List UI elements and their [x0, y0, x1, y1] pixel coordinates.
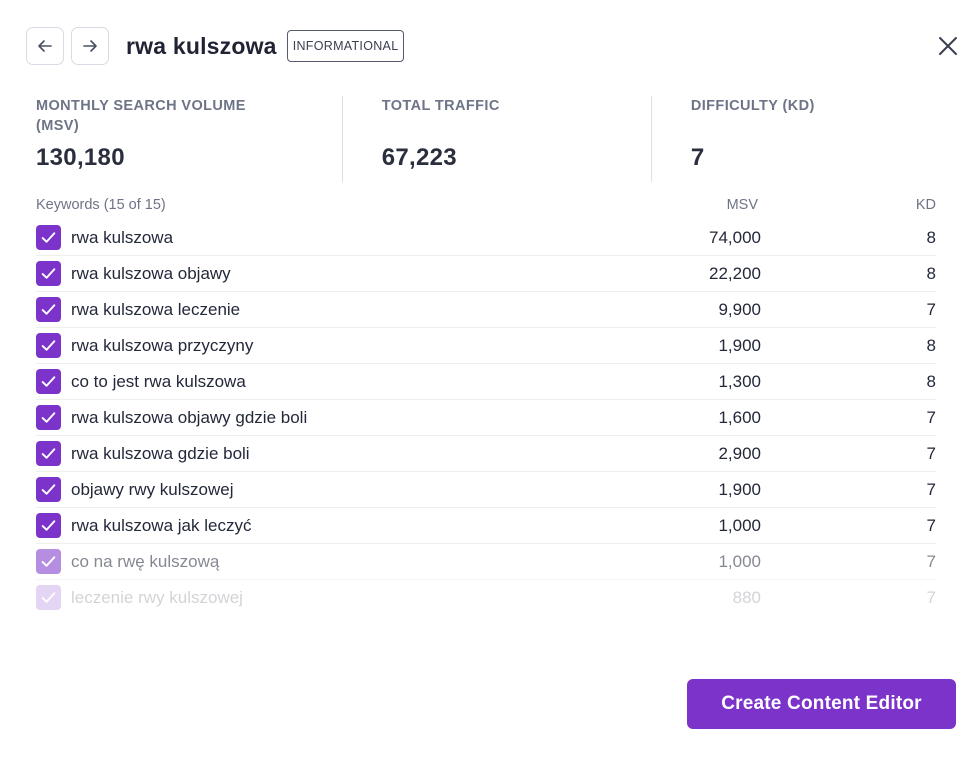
- row-checkbox[interactable]: [36, 297, 61, 322]
- table-row[interactable]: co na rwę kulszową 1,000 7: [36, 544, 936, 580]
- table-row[interactable]: rwa kulszowa przyczyny 1,900 8: [36, 328, 936, 364]
- create-content-editor-button[interactable]: Create Content Editor: [687, 679, 956, 729]
- panel-header: rwa kulszowa INFORMATIONAL: [26, 26, 960, 66]
- keyword-kd: 8: [926, 264, 936, 283]
- keyword-msv: 1,900: [718, 480, 761, 499]
- keywords-count: Keywords (15 of 15): [36, 197, 166, 213]
- stat-traffic-value: 67,223: [381, 144, 457, 171]
- keyword-kd: 8: [926, 336, 936, 355]
- close-icon: [939, 37, 957, 55]
- table-row[interactable]: rwa kulszowa jak leczyć 1,000 7: [36, 508, 936, 544]
- check-icon: [41, 232, 56, 243]
- close-button[interactable]: [936, 34, 960, 58]
- keyword-text: leczenie rwy kulszowej: [71, 588, 243, 607]
- keyword-msv: 1,000: [718, 516, 761, 535]
- check-icon: [41, 412, 56, 423]
- keyword-kd: 7: [926, 408, 936, 427]
- row-checkbox[interactable]: [36, 405, 61, 430]
- keyword-msv: 1,900: [718, 336, 761, 355]
- stat-msv: MONTHLY SEARCH VOLUME (MSV) 130,180: [36, 96, 342, 182]
- check-icon: [41, 340, 56, 351]
- kd-column-header[interactable]: KD: [915, 197, 936, 213]
- stat-msv-value: 130,180: [36, 144, 125, 171]
- keyword-text: rwa kulszowa jak leczyć: [71, 516, 252, 535]
- intent-badge: INFORMATIONAL: [286, 30, 405, 62]
- keyword-msv: 880: [732, 588, 761, 607]
- table-row[interactable]: objawy rwy kulszowej 1,900 7: [36, 472, 936, 508]
- row-checkbox[interactable]: [36, 261, 61, 286]
- keywords-table: Keywords (15 of 15) MSV KD rwa kulszowa …: [36, 196, 936, 614]
- stat-difficulty: DIFFICULTY (KD) 7: [650, 96, 960, 182]
- table-row[interactable]: rwa kulszowa leczenie 9,900 7: [36, 292, 936, 328]
- check-icon: [41, 556, 56, 567]
- back-button[interactable]: [26, 27, 64, 65]
- table-row[interactable]: leczenie rwy kulszowej 880 7: [36, 580, 936, 614]
- keyword-kd: 7: [926, 516, 936, 535]
- table-header: Keywords (15 of 15) MSV KD: [36, 196, 936, 220]
- keyword-kd: 7: [926, 480, 936, 499]
- msv-column-header[interactable]: MSV: [726, 197, 758, 213]
- row-checkbox[interactable]: [36, 585, 61, 610]
- keyword-kd: 7: [926, 588, 936, 607]
- keyword-msv: 74,000: [709, 228, 761, 247]
- check-icon: [41, 376, 56, 387]
- arrow-left-icon: [38, 40, 52, 52]
- row-checkbox[interactable]: [36, 441, 61, 466]
- page-title: rwa kulszowa: [126, 32, 277, 59]
- table-row[interactable]: rwa kulszowa objawy gdzie boli 1,600 7: [36, 400, 936, 436]
- keyword-kd: 8: [926, 228, 936, 247]
- row-checkbox[interactable]: [36, 513, 61, 538]
- keyword-msv: 2,900: [718, 444, 761, 463]
- forward-button[interactable]: [71, 27, 109, 65]
- keyword-msv: 1,000: [718, 552, 761, 571]
- stat-difficulty-value: 7: [690, 144, 705, 171]
- stats-summary: MONTHLY SEARCH VOLUME (MSV) 130,180 TOTA…: [36, 96, 960, 182]
- keyword-text: objawy rwy kulszowej: [71, 480, 234, 499]
- row-checkbox[interactable]: [36, 333, 61, 358]
- keyword-text: co na rwę kulszową: [71, 552, 220, 571]
- keyword-text: rwa kulszowa leczenie: [71, 300, 241, 319]
- keyword-kd: 7: [926, 552, 936, 571]
- table-row[interactable]: rwa kulszowa 74,000 8: [36, 220, 936, 256]
- arrow-right-icon: [83, 40, 97, 52]
- row-checkbox[interactable]: [36, 369, 61, 394]
- keyword-kd: 7: [926, 444, 936, 463]
- keyword-text: rwa kulszowa gdzie boli: [71, 444, 250, 463]
- keyword-msv: 1,600: [718, 408, 761, 427]
- stat-divider: [341, 96, 343, 182]
- check-icon: [41, 268, 56, 279]
- stat-msv-label: MONTHLY SEARCH VOLUME (MSV): [36, 98, 246, 134]
- check-icon: [41, 484, 56, 495]
- check-icon: [41, 448, 56, 459]
- stat-traffic-label: TOTAL TRAFFIC: [381, 98, 500, 114]
- row-checkbox[interactable]: [36, 549, 61, 574]
- row-checkbox[interactable]: [36, 225, 61, 250]
- keyword-kd: 7: [926, 300, 936, 319]
- row-checkbox[interactable]: [36, 477, 61, 502]
- stat-traffic: TOTAL TRAFFIC 67,223: [341, 96, 651, 182]
- check-icon: [41, 304, 56, 315]
- keyword-text: rwa kulszowa: [71, 228, 174, 247]
- keyword-kd: 8: [926, 372, 936, 391]
- keyword-text: rwa kulszowa objawy: [71, 264, 231, 283]
- keyword-text: rwa kulszowa przyczyny: [71, 336, 254, 355]
- stat-divider: [650, 96, 652, 182]
- check-icon: [41, 592, 56, 603]
- keyword-msv: 9,900: [718, 300, 761, 319]
- table-row[interactable]: co to jest rwa kulszowa 1,300 8: [36, 364, 936, 400]
- keyword-text: rwa kulszowa objawy gdzie boli: [71, 408, 308, 427]
- table-row[interactable]: rwa kulszowa gdzie boli 2,900 7: [36, 436, 936, 472]
- check-icon: [41, 520, 56, 531]
- keyword-msv: 22,200: [709, 264, 761, 283]
- keyword-msv: 1,300: [718, 372, 761, 391]
- table-row[interactable]: rwa kulszowa objawy 22,200 8: [36, 256, 936, 292]
- keyword-text: co to jest rwa kulszowa: [71, 372, 246, 391]
- stat-difficulty-label: DIFFICULTY (KD): [690, 98, 815, 114]
